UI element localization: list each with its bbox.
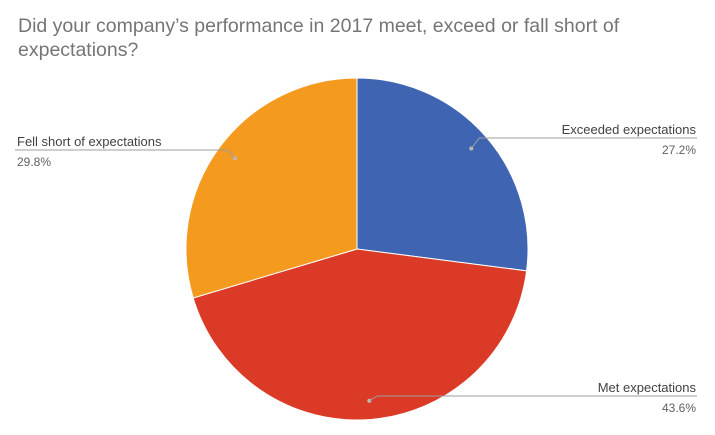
leader-line-met-expectations xyxy=(369,395,697,402)
slice-labels: Exceeded expectations 27.2% Met expectatio… xyxy=(17,122,696,415)
chart-title: Did your company’s performance in 2017 m… xyxy=(18,15,620,61)
leader-line-exceeded-expectations xyxy=(470,137,697,149)
leader-lines xyxy=(15,137,697,403)
slice-value-fell-short-of-expectations: 29.8% xyxy=(17,155,51,169)
slice-value-exceeded-expectations: 27.2% xyxy=(662,143,696,157)
pie-slices xyxy=(185,77,529,421)
leader-line-fell-short-of-expectations xyxy=(15,149,236,159)
pie-slice-fell-short-of-expectations xyxy=(185,77,358,299)
slice-label-met-expectations: Met expectations xyxy=(598,380,697,395)
pie-slice-exceeded-expectations xyxy=(356,77,529,272)
pie-slice-met-expectations xyxy=(192,248,528,421)
slice-value-met-expectations: 43.6% xyxy=(662,401,696,415)
slice-label-fell-short-of-expectations: Fell short of expectations xyxy=(17,134,162,149)
slice-label-exceeded-expectations: Exceeded expectations xyxy=(562,122,697,137)
